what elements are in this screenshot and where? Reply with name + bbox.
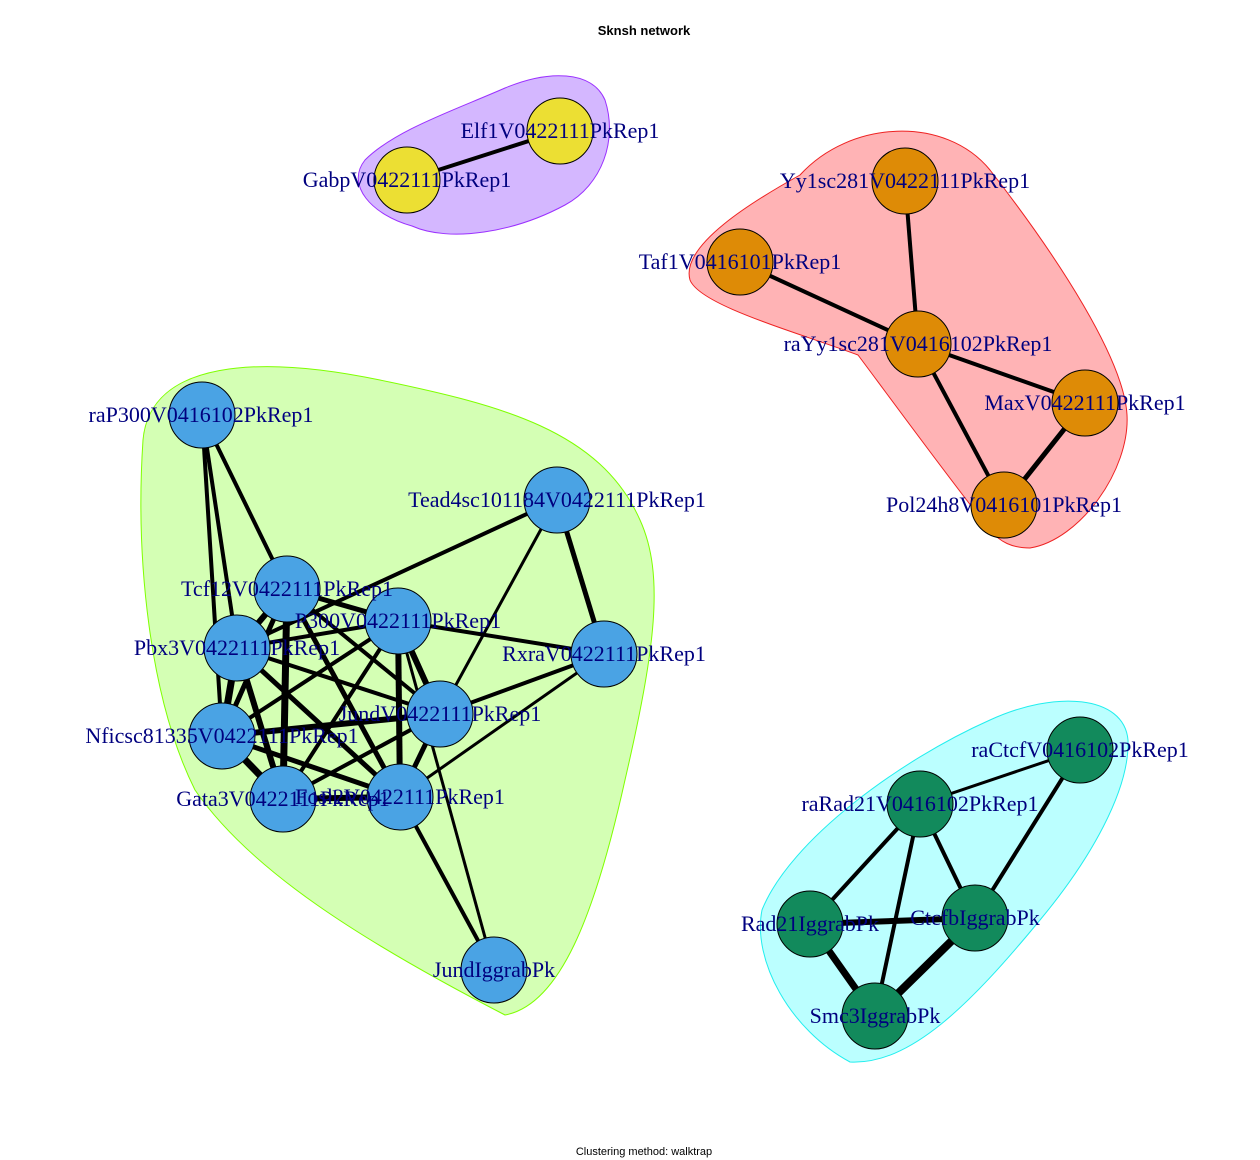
node-tcf12[interactable] (253, 555, 321, 623)
node-tead4[interactable] (523, 466, 591, 534)
node-ractcf[interactable] (1046, 716, 1114, 784)
node-label-smc3: Smc3IggrabPk (810, 1003, 941, 1028)
edge-tcf12-fosl2 (284, 587, 403, 799)
node-pbx3[interactable] (203, 614, 271, 682)
node-labels: Elf1V0422111PkRep1 GabpV0422111PkRep1 Yy1s… (85, 118, 1188, 1028)
edge-p300-nfic (220, 619, 400, 738)
node-label-p300: P300V0422111PkRep1 (295, 608, 501, 633)
node-label-ractcf: raCtcfV0416102PkRep1 (971, 737, 1189, 762)
node-label-nfic: Nficsc81335V0422111PkRep1 (85, 723, 358, 748)
node-label-tead4: Tead4sc101184V0422111PkRep1 (408, 487, 706, 512)
node-label-pbx3: Pbx3V0422111PkRep1 (134, 635, 340, 660)
node-label-rayy1: raYy1sc281V0416102PkRep1 (784, 331, 1053, 356)
node-rxra[interactable] (570, 620, 638, 688)
edge-nfic-jund (221, 711, 441, 739)
edge-rap300-nfic (200, 414, 224, 737)
node-label-ctcfb: CtcfbIggrabPk (910, 905, 1040, 930)
node-smc3[interactable] (841, 982, 909, 1050)
node-fosl2[interactable] (366, 763, 434, 831)
node-label-gabp: GabpV0422111PkRep1 (303, 167, 512, 192)
edge-p300-jundigg (396, 620, 496, 971)
diagram-subtitle: Clustering method: walktrap (576, 1146, 712, 1158)
node-label-rad21: Rad21IggrabPk (741, 911, 879, 936)
node-max[interactable] (1051, 369, 1119, 437)
node-label-tcf12: Tcf12V0422111PkRep1 (181, 576, 393, 601)
node-rad21[interactable] (776, 890, 844, 958)
edge-p300-rxra (397, 619, 605, 656)
diagram-title: Sknsh network (598, 23, 691, 38)
node-label-pol2: Pol24h8V0416101PkRep1 (886, 492, 1122, 517)
edge-tead4-jund (438, 499, 559, 715)
node-label-taf1: Taf1V0416101PkRep1 (639, 249, 842, 274)
node-yy1[interactable] (871, 147, 939, 215)
node-elf1[interactable] (526, 97, 594, 165)
edge-rap300-pbx3 (200, 414, 239, 649)
node-taf1[interactable] (706, 228, 774, 296)
node-jund[interactable] (406, 680, 474, 748)
node-label-jundigg: JundIggrabPk (433, 957, 555, 982)
node-pol2[interactable] (970, 471, 1038, 539)
node-rarad21[interactable] (886, 770, 954, 838)
node-label-fosl2: Fosl2V0422111PkRep1 (295, 784, 505, 809)
node-label-gata3: Gata3V0422111PkRep1 (176, 786, 389, 811)
node-gata3[interactable] (249, 765, 317, 833)
node-label-rxra: RxraV0422111PkRep1 (502, 641, 706, 666)
node-ctcfb[interactable] (941, 884, 1009, 952)
edge-rarad21-smc3 (873, 803, 922, 1017)
node-label-rap300: raP300V0416102PkRep1 (89, 402, 314, 427)
node-jundigg[interactable] (460, 936, 528, 1004)
edge-fosl2-rxra (399, 652, 605, 799)
node-p300[interactable] (364, 587, 432, 655)
node-nfic[interactable] (188, 702, 256, 770)
node-rap300[interactable] (168, 381, 236, 449)
cluster-hull-c4 (759, 700, 1129, 1063)
node-label-rarad21: raRad21V0416102PkRep1 (801, 791, 1038, 816)
edge-p300-gata3 (281, 619, 400, 801)
node-gabp[interactable] (373, 146, 441, 214)
edge-pbx3-jund (236, 646, 441, 716)
node-label-elf1: Elf1V0422111PkRep1 (461, 118, 660, 143)
edge-tead4-pbx3 (236, 498, 558, 650)
node-label-jund: JundV0422111PkRep1 (339, 701, 542, 726)
network-nodes (168, 97, 1119, 1050)
node-rayy1[interactable] (884, 310, 952, 378)
node-label-max: MaxV0422111PkRep1 (984, 390, 1185, 415)
node-label-yy1: Yy1sc281V0422111PkRep1 (780, 168, 1030, 193)
edge-pbx3-fosl2 (235, 646, 402, 799)
